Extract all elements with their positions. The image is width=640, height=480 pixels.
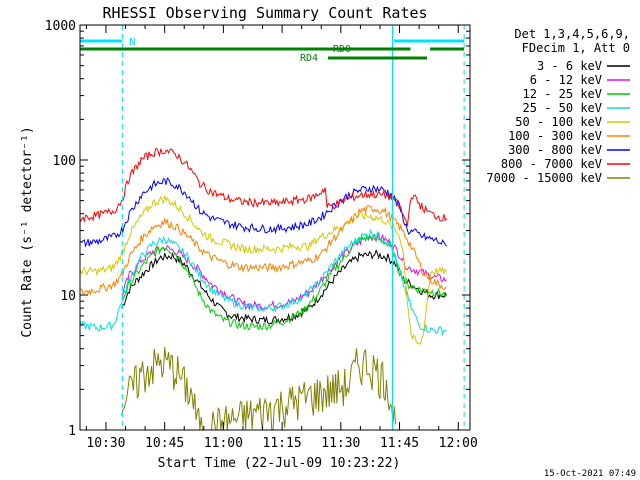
legend-label-25-50-kev: 25 - 50 keV xyxy=(523,101,602,115)
x-tick-label-5: 11:45 xyxy=(380,436,419,451)
rd4-label: RD4 xyxy=(300,53,318,64)
series-line-3-6-kev xyxy=(121,249,447,325)
plot-frame xyxy=(79,24,471,431)
x-tick-label-6: 12:00 xyxy=(439,436,478,451)
y-axis-label: Count Rate (s⁻¹ detector⁻¹) xyxy=(20,126,35,337)
series-line-300-800-kev xyxy=(80,177,447,248)
legend-label-3-6-kev: 3 - 6 keV xyxy=(537,59,602,73)
series-line-7000-15000-kev xyxy=(121,346,397,431)
chart-title: RHESSI Observing Summary Count Rates xyxy=(102,4,427,22)
legend-label-300-800-kev: 300 - 800 keV xyxy=(508,143,602,157)
series-line-25-50-kev xyxy=(80,228,447,337)
x-tick-label-4: 11:30 xyxy=(321,436,360,451)
x-tick-label-3: 11:15 xyxy=(263,436,302,451)
plot-area: N RD0 RD4 xyxy=(80,25,465,431)
axes: 1 10 100 1000 10:30 10:45 11:00 11:15 11:30 11:45… xyxy=(45,19,478,451)
rd0-label: RD0 xyxy=(333,44,351,55)
y-tick-label-1: 10 xyxy=(60,289,76,304)
x-tick-label-2: 11:00 xyxy=(204,436,243,451)
series-line-50-100-kev xyxy=(80,195,447,345)
y-tick-label-3: 1000 xyxy=(45,19,76,34)
y-axis-label-text: Count Rate (s⁻¹ detector⁻¹) xyxy=(20,126,35,337)
legend-label-50-100-kev: 50 - 100 keV xyxy=(515,115,602,129)
legend-label-6-12-kev: 6 - 12 keV xyxy=(530,73,602,87)
n-bar-label: N xyxy=(129,37,135,48)
legend-label-7000-15000-kev: 7000 - 15000 keV xyxy=(486,171,602,185)
x-tick-label-0: 10:30 xyxy=(86,436,125,451)
legend-header-line-2: FDecim 1, Att 0 xyxy=(522,41,630,55)
legend-label-12-25-kev: 12 - 25 keV xyxy=(523,87,602,101)
legend-label-100-300-kev: 100 - 300 keV xyxy=(508,129,602,143)
timestamp: 15-Oct-2021 07:49 xyxy=(544,469,636,479)
series-line-6-12-kev xyxy=(121,231,447,312)
y-tick-label-2: 100 xyxy=(53,154,76,169)
legend-label-800-7000-kev: 800 - 7000 keV xyxy=(501,157,602,171)
series-line-800-7000-kev xyxy=(80,147,447,227)
y-tick-label-0: 1 xyxy=(68,424,76,439)
series-line-100-300-kev xyxy=(80,204,447,296)
x-tick-label-1: 10:45 xyxy=(145,436,184,451)
legend-header-line-1: Det 1,3,4,5,6,9, xyxy=(514,27,630,41)
x-axis-label: Start Time (22-Jul-09 10:23:22) xyxy=(158,456,401,471)
